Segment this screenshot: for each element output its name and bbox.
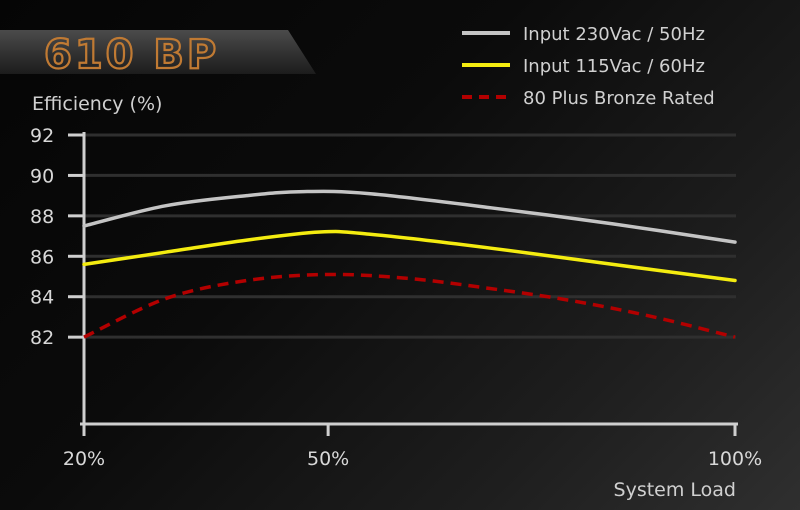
series-line-input-115vac-60hz [82, 229, 737, 283]
legend-label: Input 230Vac / 50Hz [523, 24, 705, 45]
x-axis-title: System Load [614, 479, 736, 501]
y-axis-title: Efficiency (%) [32, 93, 162, 115]
model-banner: 610 BP [0, 30, 316, 79]
series-line-80-plus-bronze-rated [83, 272, 736, 339]
y-tick-label: 92 [30, 125, 54, 147]
x-ticks: 20% 50% 100% [63, 424, 762, 470]
legend: Input 230Vac / 50Hz Input 115Vac / 60Hz 80… [462, 24, 715, 109]
x-tick-label: 100% [708, 448, 762, 470]
y-ticks: 92 90 88 86 84 82 [30, 125, 84, 349]
y-tick-label: 88 [30, 206, 54, 228]
model-name: 610 BP [44, 32, 219, 78]
y-tick-label: 86 [30, 246, 54, 268]
legend-label: 80 Plus Bronze Rated [523, 88, 715, 109]
x-tick-label: 20% [63, 448, 105, 470]
y-tick-label: 82 [30, 327, 54, 349]
model-banner-bg [0, 30, 316, 74]
axes [80, 132, 738, 426]
y-tick-label: 84 [30, 287, 54, 309]
y-tick-label: 90 [30, 165, 54, 187]
series-line-input-230vac-50hz [82, 189, 737, 244]
legend-label: Input 115Vac / 60Hz [523, 56, 705, 77]
x-tick-label: 50% [307, 448, 349, 470]
series [82, 189, 737, 339]
grid [84, 133, 736, 339]
